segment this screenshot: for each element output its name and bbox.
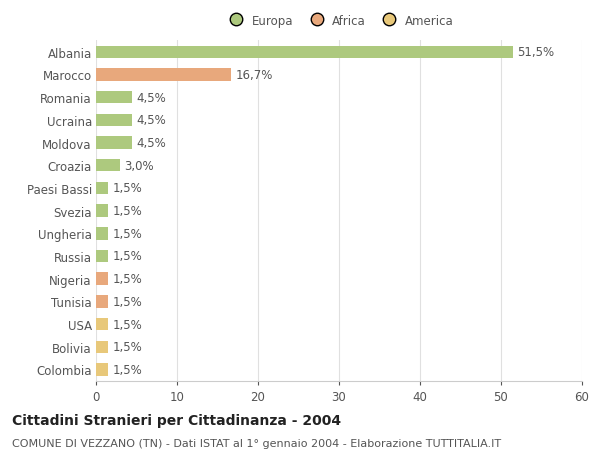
Bar [96, 364, 108, 376]
Bar [96, 250, 108, 263]
Text: 1,5%: 1,5% [112, 318, 142, 331]
Text: 51,5%: 51,5% [517, 46, 554, 59]
Bar [96, 160, 120, 172]
Text: 1,5%: 1,5% [112, 295, 142, 308]
Text: 1,5%: 1,5% [112, 227, 142, 240]
Bar [96, 228, 108, 240]
Bar [96, 341, 108, 353]
Text: 4,5%: 4,5% [137, 137, 166, 150]
Bar [96, 318, 108, 330]
Text: 1,5%: 1,5% [112, 250, 142, 263]
Text: Cittadini Stranieri per Cittadinanza - 2004: Cittadini Stranieri per Cittadinanza - 2… [12, 413, 341, 427]
Text: 1,5%: 1,5% [112, 182, 142, 195]
Bar [96, 182, 108, 195]
Text: 4,5%: 4,5% [137, 114, 166, 127]
Text: 1,5%: 1,5% [112, 341, 142, 353]
Bar [96, 273, 108, 285]
Text: 16,7%: 16,7% [235, 69, 272, 82]
Bar [96, 137, 133, 150]
Text: 1,5%: 1,5% [112, 363, 142, 376]
Text: 1,5%: 1,5% [112, 273, 142, 285]
Bar [96, 69, 231, 82]
Text: 4,5%: 4,5% [137, 91, 166, 104]
Text: 3,0%: 3,0% [124, 159, 154, 172]
Text: 1,5%: 1,5% [112, 205, 142, 218]
Bar [96, 205, 108, 218]
Bar [96, 46, 513, 59]
Bar [96, 92, 133, 104]
Legend: Europa, Africa, America: Europa, Africa, America [220, 10, 458, 32]
Bar [96, 114, 133, 127]
Bar [96, 296, 108, 308]
Text: COMUNE DI VEZZANO (TN) - Dati ISTAT al 1° gennaio 2004 - Elaborazione TUTTITALIA: COMUNE DI VEZZANO (TN) - Dati ISTAT al 1… [12, 438, 501, 448]
